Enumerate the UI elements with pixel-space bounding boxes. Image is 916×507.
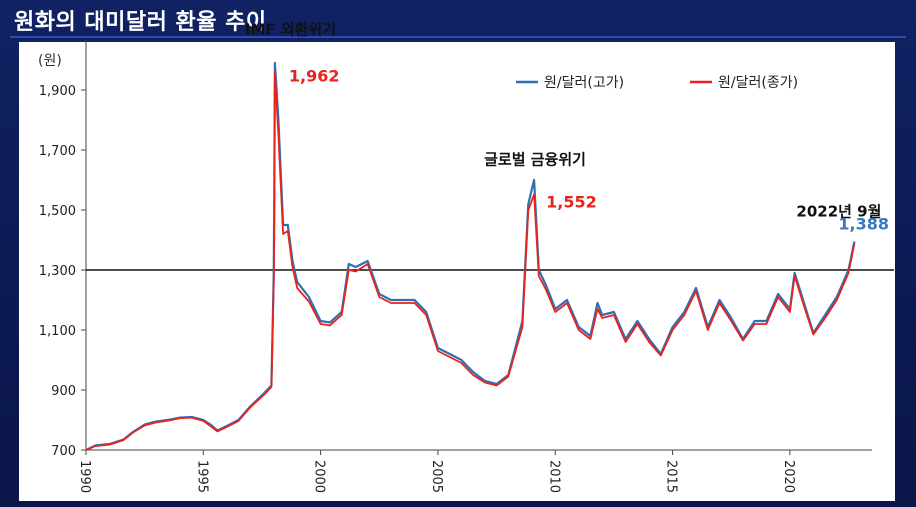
x-tick-label: 2020 — [781, 460, 796, 493]
x-tick-label: 2010 — [546, 460, 561, 493]
value-annotation: 1,552 — [546, 192, 597, 211]
title-underline — [10, 36, 906, 38]
y-tick-label: 1,700 — [39, 144, 76, 159]
value-annotation: 1,388 — [838, 215, 889, 234]
value-annotation: 1,962 — [289, 66, 340, 85]
event-annotation: 글로벌 금융위기 — [484, 150, 586, 168]
y-tick-label: 1,100 — [39, 324, 76, 339]
series-line-high — [85, 61, 856, 451]
event-annotation: IMF 외환위기 — [245, 20, 336, 38]
legend-label: 원/달러(고가) — [544, 75, 624, 91]
chart-panel — [19, 42, 895, 501]
y-tick-label: 1,300 — [39, 264, 76, 279]
x-tick-label: 2015 — [664, 460, 679, 493]
y-axis-unit-label: (원) — [38, 53, 62, 69]
series-line-close — [85, 70, 856, 451]
legend-label: 원/달러(종가) — [718, 75, 798, 91]
y-tick-label: 700 — [51, 444, 76, 459]
y-tick-label: 900 — [51, 384, 76, 399]
event-annotation: 2022년 9월 — [796, 203, 881, 221]
x-tick-label: 1990 — [77, 460, 92, 493]
y-tick-label: 1,500 — [39, 204, 76, 219]
x-tick-label: 2005 — [429, 460, 444, 493]
y-tick-label: 1,900 — [39, 84, 76, 99]
x-tick-label: 2000 — [312, 460, 327, 493]
x-tick-label: 1995 — [194, 460, 209, 493]
slide-title: 원화의 대미달러 환율 추이 — [14, 10, 267, 35]
